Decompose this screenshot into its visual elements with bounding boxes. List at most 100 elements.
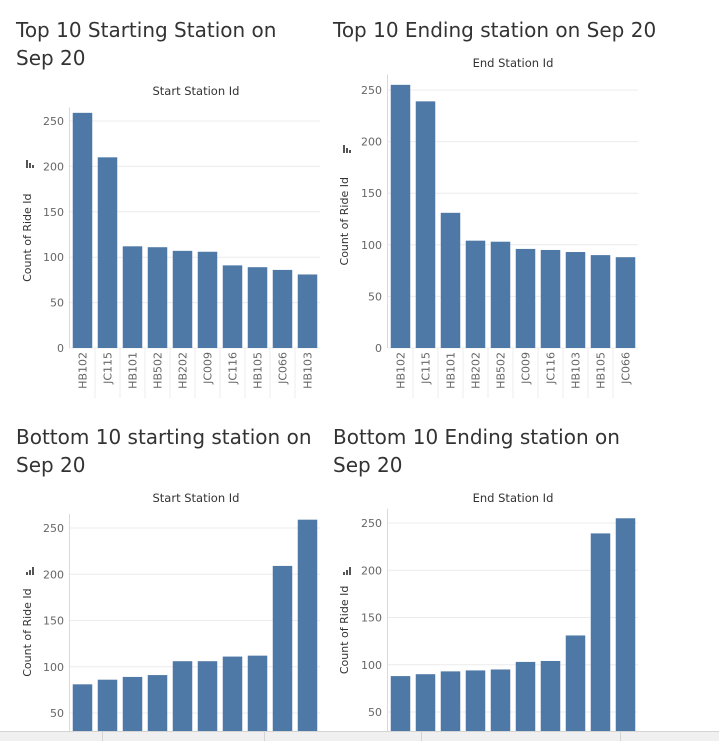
y-tick-label: 150: [43, 615, 64, 628]
bar[interactable]: [540, 660, 561, 731]
y-tick-label: 50: [50, 707, 64, 720]
y-tick-label: 0: [57, 342, 64, 355]
bar[interactable]: [247, 267, 268, 348]
bar[interactable]: [590, 255, 611, 348]
x-tick-label: HB502: [495, 352, 508, 389]
bar[interactable]: [72, 684, 93, 731]
bar[interactable]: [465, 670, 486, 731]
bar[interactable]: [540, 249, 561, 348]
bar[interactable]: [590, 533, 611, 731]
bar[interactable]: [147, 675, 168, 731]
bar[interactable]: [97, 679, 118, 731]
bar[interactable]: [122, 676, 143, 731]
bar[interactable]: [172, 661, 193, 731]
sort-descending-icon[interactable]: [343, 145, 351, 153]
y-tick-label: 100: [361, 659, 382, 672]
bar[interactable]: [172, 250, 193, 348]
bar[interactable]: [515, 661, 536, 731]
y-axis-label: Count of Ride Id: [21, 193, 34, 281]
bar[interactable]: [615, 518, 636, 731]
y-tick-label: 50: [368, 290, 382, 303]
y-tick-label: 100: [43, 251, 64, 264]
bar[interactable]: [615, 257, 636, 348]
bar[interactable]: [390, 676, 411, 731]
bar[interactable]: [197, 661, 218, 731]
x-tick-label: HB101: [445, 352, 458, 389]
bar[interactable]: [247, 655, 268, 731]
sort-ascending-icon[interactable]: [26, 567, 34, 575]
x-tick-label: JC116: [227, 352, 240, 385]
chart-panel-top-end: Top 10 Ending station on Sep 20 End Stat…: [333, 18, 657, 398]
x-tick-label: JC115: [420, 352, 433, 385]
bar[interactable]: [565, 635, 586, 731]
chart-title: Bottom 10 starting station on Sep 20: [16, 425, 312, 477]
sort-ascending-icon[interactable]: [343, 567, 351, 575]
x-tick-label: HB502: [152, 352, 165, 389]
bar[interactable]: [297, 274, 318, 348]
y-tick-label: 200: [361, 564, 382, 577]
x-tick-label: HB102: [395, 352, 408, 389]
bar[interactable]: [515, 248, 536, 348]
x-tick-label: HB105: [595, 352, 608, 389]
chart-title: Bottom 10 Ending station on Sep 20: [333, 425, 620, 477]
y-tick-label: 150: [361, 612, 382, 625]
x-tick-label: HB202: [177, 352, 190, 389]
bottom-scrollbar[interactable]: [0, 731, 719, 741]
y-tick-label: 150: [361, 187, 382, 200]
chart-title: Top 10 Ending station on Sep 20: [333, 18, 657, 42]
sort-descending-icon[interactable]: [26, 160, 34, 168]
chart-header: Start Station Id: [153, 84, 240, 98]
y-tick-label: 200: [43, 568, 64, 581]
x-tick-label: JC009: [520, 352, 533, 385]
bar[interactable]: [197, 251, 218, 348]
x-tick-label: HB202: [470, 352, 483, 389]
bar[interactable]: [465, 240, 486, 348]
y-tick-label: 250: [361, 517, 382, 530]
bar[interactable]: [297, 519, 318, 731]
bar[interactable]: [222, 656, 243, 731]
y-tick-label: 200: [361, 136, 382, 149]
x-tick-label: HB105: [252, 352, 265, 389]
bar[interactable]: [440, 212, 461, 348]
y-tick-label: 100: [361, 239, 382, 252]
bar[interactable]: [440, 671, 461, 731]
x-tick-label: JC115: [102, 352, 115, 385]
y-tick-label: 250: [361, 84, 382, 97]
x-tick-label: JC066: [620, 352, 633, 385]
y-tick-label: 0: [375, 342, 382, 355]
chart-bottom-start: Start Station Id 50 100 150 200 250 Count of R…: [21, 491, 320, 731]
bar[interactable]: [72, 112, 93, 348]
y-tick-label: 200: [43, 160, 64, 173]
chart-top-start: Start Station Id 0 50 100 150 200 250 Count of …: [21, 84, 320, 398]
y-tick-label: 150: [43, 206, 64, 219]
bar[interactable]: [147, 247, 168, 348]
bar[interactable]: [122, 246, 143, 348]
chart-title: Top 10 Starting Station on Sep 20: [16, 18, 277, 70]
x-tick-label: HB103: [570, 352, 583, 389]
x-tick-label: HB101: [127, 352, 140, 389]
bar[interactable]: [490, 669, 511, 731]
x-tick-label: JC009: [202, 352, 215, 385]
bar[interactable]: [415, 674, 436, 731]
x-tick-label: HB102: [77, 352, 90, 389]
bar[interactable]: [97, 157, 118, 348]
x-tick-label: HB103: [302, 352, 315, 389]
bar[interactable]: [222, 265, 243, 348]
y-tick-label: 250: [43, 522, 64, 535]
bar[interactable]: [272, 565, 293, 731]
y-axis-label: Count of Ride Id: [21, 588, 34, 676]
y-tick-label: 100: [43, 661, 64, 674]
bar[interactable]: [490, 241, 511, 348]
bar[interactable]: [272, 269, 293, 348]
chart-top-end: End Station Id 0 50 100 150 200 250 Count of Ri…: [338, 56, 638, 398]
bar[interactable]: [565, 252, 586, 348]
y-axis-label: Count of Ride Id: [338, 177, 351, 265]
bar[interactable]: [390, 84, 411, 348]
bar[interactable]: [415, 101, 436, 349]
chart-header: Start Station Id: [153, 491, 240, 505]
x-tick-label: JC066: [277, 352, 290, 385]
y-tick-label: 50: [50, 297, 64, 310]
chart-panel-top-start: Top 10 Starting Station on Sep 20 Start …: [0, 0, 330, 410]
